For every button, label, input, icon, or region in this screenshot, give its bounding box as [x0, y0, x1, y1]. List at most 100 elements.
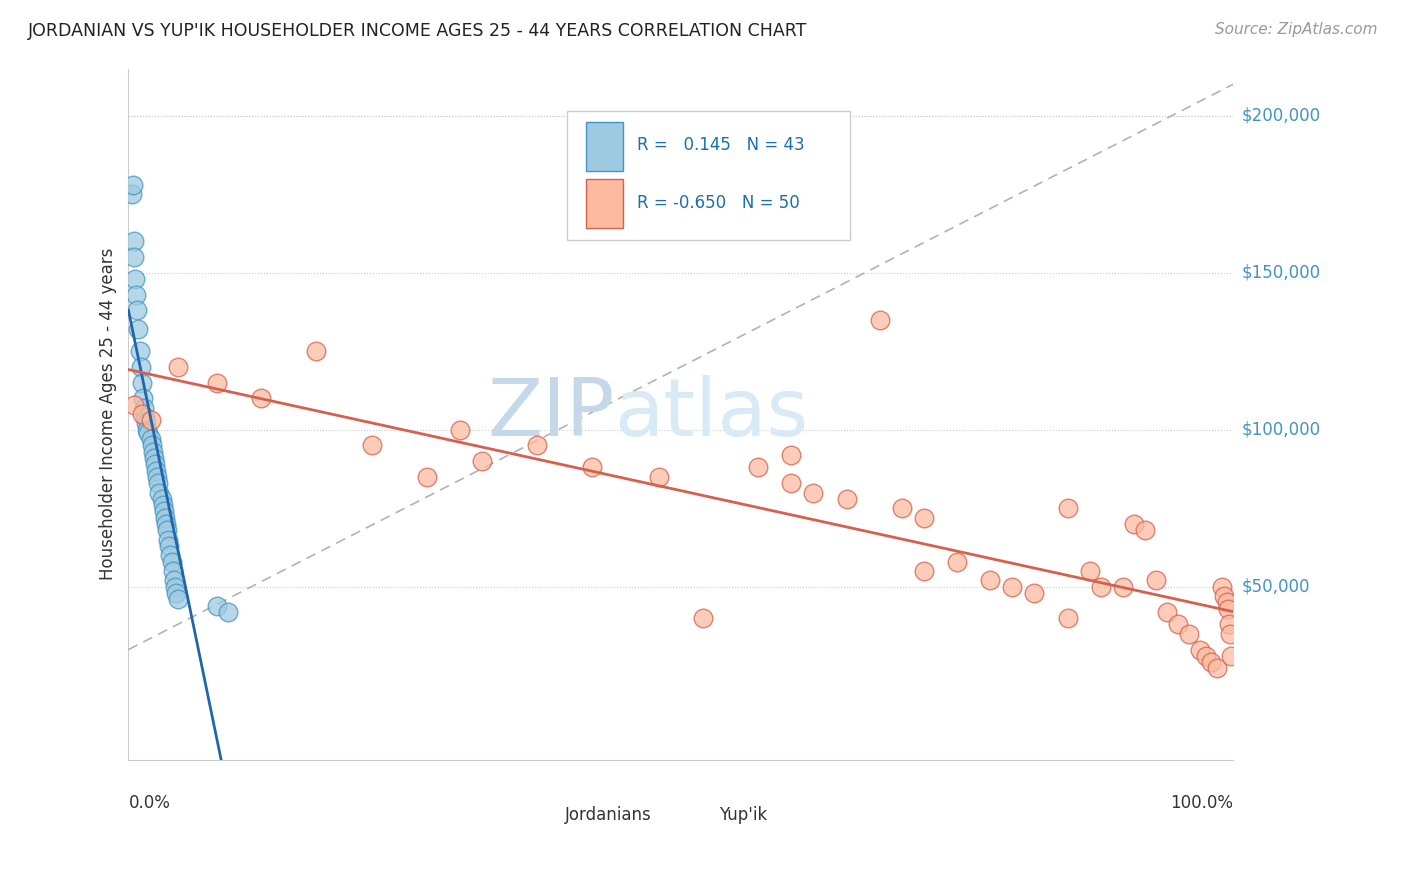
Point — [1199, 655, 1222, 669]
Point — [869, 313, 891, 327]
Point — [139, 432, 162, 446]
Point — [305, 344, 328, 359]
Point — [138, 425, 160, 440]
Text: Jordanians: Jordanians — [565, 805, 651, 824]
Point — [1024, 586, 1046, 600]
Point — [153, 510, 176, 524]
Point — [127, 303, 149, 318]
FancyBboxPatch shape — [586, 121, 623, 170]
Point — [167, 359, 190, 374]
Point — [134, 410, 156, 425]
Point — [163, 574, 186, 588]
Point — [153, 504, 176, 518]
Point — [1216, 601, 1239, 615]
Point — [780, 476, 803, 491]
Point — [692, 611, 714, 625]
Point — [131, 376, 153, 390]
Point — [157, 533, 180, 547]
FancyBboxPatch shape — [510, 798, 561, 835]
Point — [167, 592, 190, 607]
Text: Yup'ik: Yup'ik — [720, 805, 768, 824]
Point — [1194, 648, 1216, 663]
Point — [912, 564, 935, 578]
Point — [449, 423, 471, 437]
Text: $100,000: $100,000 — [1241, 421, 1320, 439]
Point — [416, 470, 439, 484]
Text: R =   0.145   N = 43: R = 0.145 N = 43 — [637, 136, 804, 153]
Point — [159, 549, 181, 563]
Point — [139, 413, 162, 427]
Point — [526, 438, 548, 452]
Point — [1215, 595, 1237, 609]
Point — [1189, 642, 1212, 657]
Point — [1133, 523, 1156, 537]
Point — [1205, 661, 1227, 675]
Point — [205, 599, 228, 613]
Point — [1167, 617, 1189, 632]
Text: $150,000: $150,000 — [1241, 264, 1320, 282]
Point — [835, 491, 858, 506]
Point — [124, 272, 146, 286]
Point — [122, 178, 145, 192]
Point — [142, 444, 165, 458]
Point — [581, 460, 603, 475]
Point — [1178, 627, 1201, 641]
Point — [148, 476, 170, 491]
Text: Source: ZipAtlas.com: Source: ZipAtlas.com — [1215, 22, 1378, 37]
Point — [1156, 605, 1178, 619]
Point — [146, 470, 169, 484]
Text: $50,000: $50,000 — [1241, 578, 1310, 596]
Point — [250, 392, 273, 406]
Point — [471, 454, 494, 468]
Text: atlas: atlas — [614, 375, 808, 453]
Point — [1219, 627, 1241, 641]
FancyBboxPatch shape — [665, 798, 716, 835]
Text: 100.0%: 100.0% — [1170, 794, 1233, 812]
Point — [156, 523, 179, 537]
Point — [1090, 580, 1112, 594]
Point — [1144, 574, 1167, 588]
Point — [979, 574, 1001, 588]
Point — [780, 448, 803, 462]
Point — [136, 423, 159, 437]
Point — [122, 250, 145, 264]
Point — [163, 580, 186, 594]
Point — [1078, 564, 1101, 578]
FancyBboxPatch shape — [586, 179, 623, 228]
Point — [1122, 516, 1144, 531]
Point — [1112, 580, 1135, 594]
Point — [162, 564, 184, 578]
Point — [890, 501, 912, 516]
Point — [143, 457, 166, 471]
Point — [141, 438, 163, 452]
Point — [1056, 611, 1078, 625]
Point — [157, 539, 180, 553]
Point — [152, 498, 174, 512]
Point — [145, 464, 167, 478]
Point — [132, 392, 155, 406]
Text: ZIP: ZIP — [488, 375, 614, 453]
Point — [946, 555, 969, 569]
Point — [131, 407, 153, 421]
Point — [205, 376, 228, 390]
Point — [1220, 648, 1243, 663]
Point — [160, 555, 183, 569]
Point — [135, 417, 157, 431]
Point — [125, 287, 148, 301]
Point — [129, 359, 152, 374]
Point — [122, 234, 145, 248]
Point — [1056, 501, 1078, 516]
Point — [127, 322, 149, 336]
Point — [165, 586, 187, 600]
Point — [121, 187, 143, 202]
Point — [122, 398, 145, 412]
Point — [360, 438, 382, 452]
Point — [1218, 617, 1240, 632]
Text: 0.0%: 0.0% — [128, 794, 170, 812]
Point — [150, 491, 173, 506]
Point — [803, 485, 825, 500]
Point — [1211, 580, 1233, 594]
Text: JORDANIAN VS YUP'IK HOUSEHOLDER INCOME AGES 25 - 44 YEARS CORRELATION CHART: JORDANIAN VS YUP'IK HOUSEHOLDER INCOME A… — [28, 22, 807, 40]
Text: R = -0.650   N = 50: R = -0.650 N = 50 — [637, 194, 800, 212]
Point — [148, 485, 170, 500]
